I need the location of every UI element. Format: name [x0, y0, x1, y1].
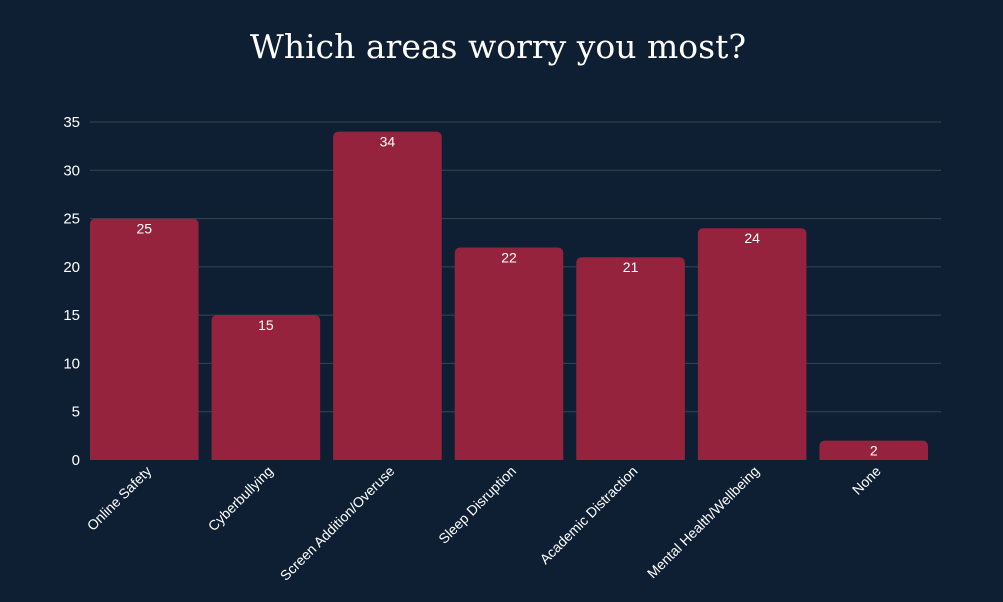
- y-tick-label: 30: [63, 162, 80, 179]
- x-tick-label: Mental Health/Wellbeing: [644, 463, 762, 581]
- bar: [576, 257, 685, 460]
- y-tick-label: 20: [63, 259, 80, 276]
- bar-value-label: 21: [623, 259, 639, 275]
- x-axis: Online Safety Cyberbullying Screen Additio…: [84, 463, 884, 584]
- bar-value-label: 2: [870, 443, 878, 459]
- bar-value-label: 22: [501, 250, 517, 266]
- bar: [697, 228, 807, 460]
- x-tick-label: Screen Addition/Overuse: [277, 463, 398, 584]
- x-tick-label: Online Safety: [84, 463, 155, 534]
- y-tick-label: 25: [63, 211, 80, 228]
- bar: [333, 131, 442, 460]
- bar: [454, 247, 564, 460]
- y-tick-label: 10: [63, 355, 80, 372]
- x-tick-label: Sleep Disruption: [435, 463, 519, 547]
- y-tick-label: 5: [72, 404, 80, 421]
- bar-value-label: 15: [258, 317, 274, 333]
- x-tick-label: Academic Distraction: [536, 463, 640, 567]
- bar: [211, 315, 321, 460]
- y-tick-label: 15: [63, 307, 80, 324]
- chart-title: Which areas worry you most?: [250, 27, 746, 66]
- bar-value-label: 24: [744, 230, 760, 246]
- x-tick-label: Cyberbullying: [205, 463, 276, 534]
- bar: [819, 440, 928, 460]
- bar-value-label: 34: [380, 134, 396, 150]
- bar: [90, 218, 199, 460]
- y-tick-label: 35: [63, 114, 80, 131]
- y-tick-label: 0: [72, 452, 80, 469]
- y-axis: 0 5 10 15 20 25 30 35: [63, 114, 80, 469]
- x-tick-label: None: [849, 463, 884, 498]
- bars: 25 15 34 22 21 24 2: [90, 131, 928, 460]
- bar-value-label: 25: [136, 221, 152, 237]
